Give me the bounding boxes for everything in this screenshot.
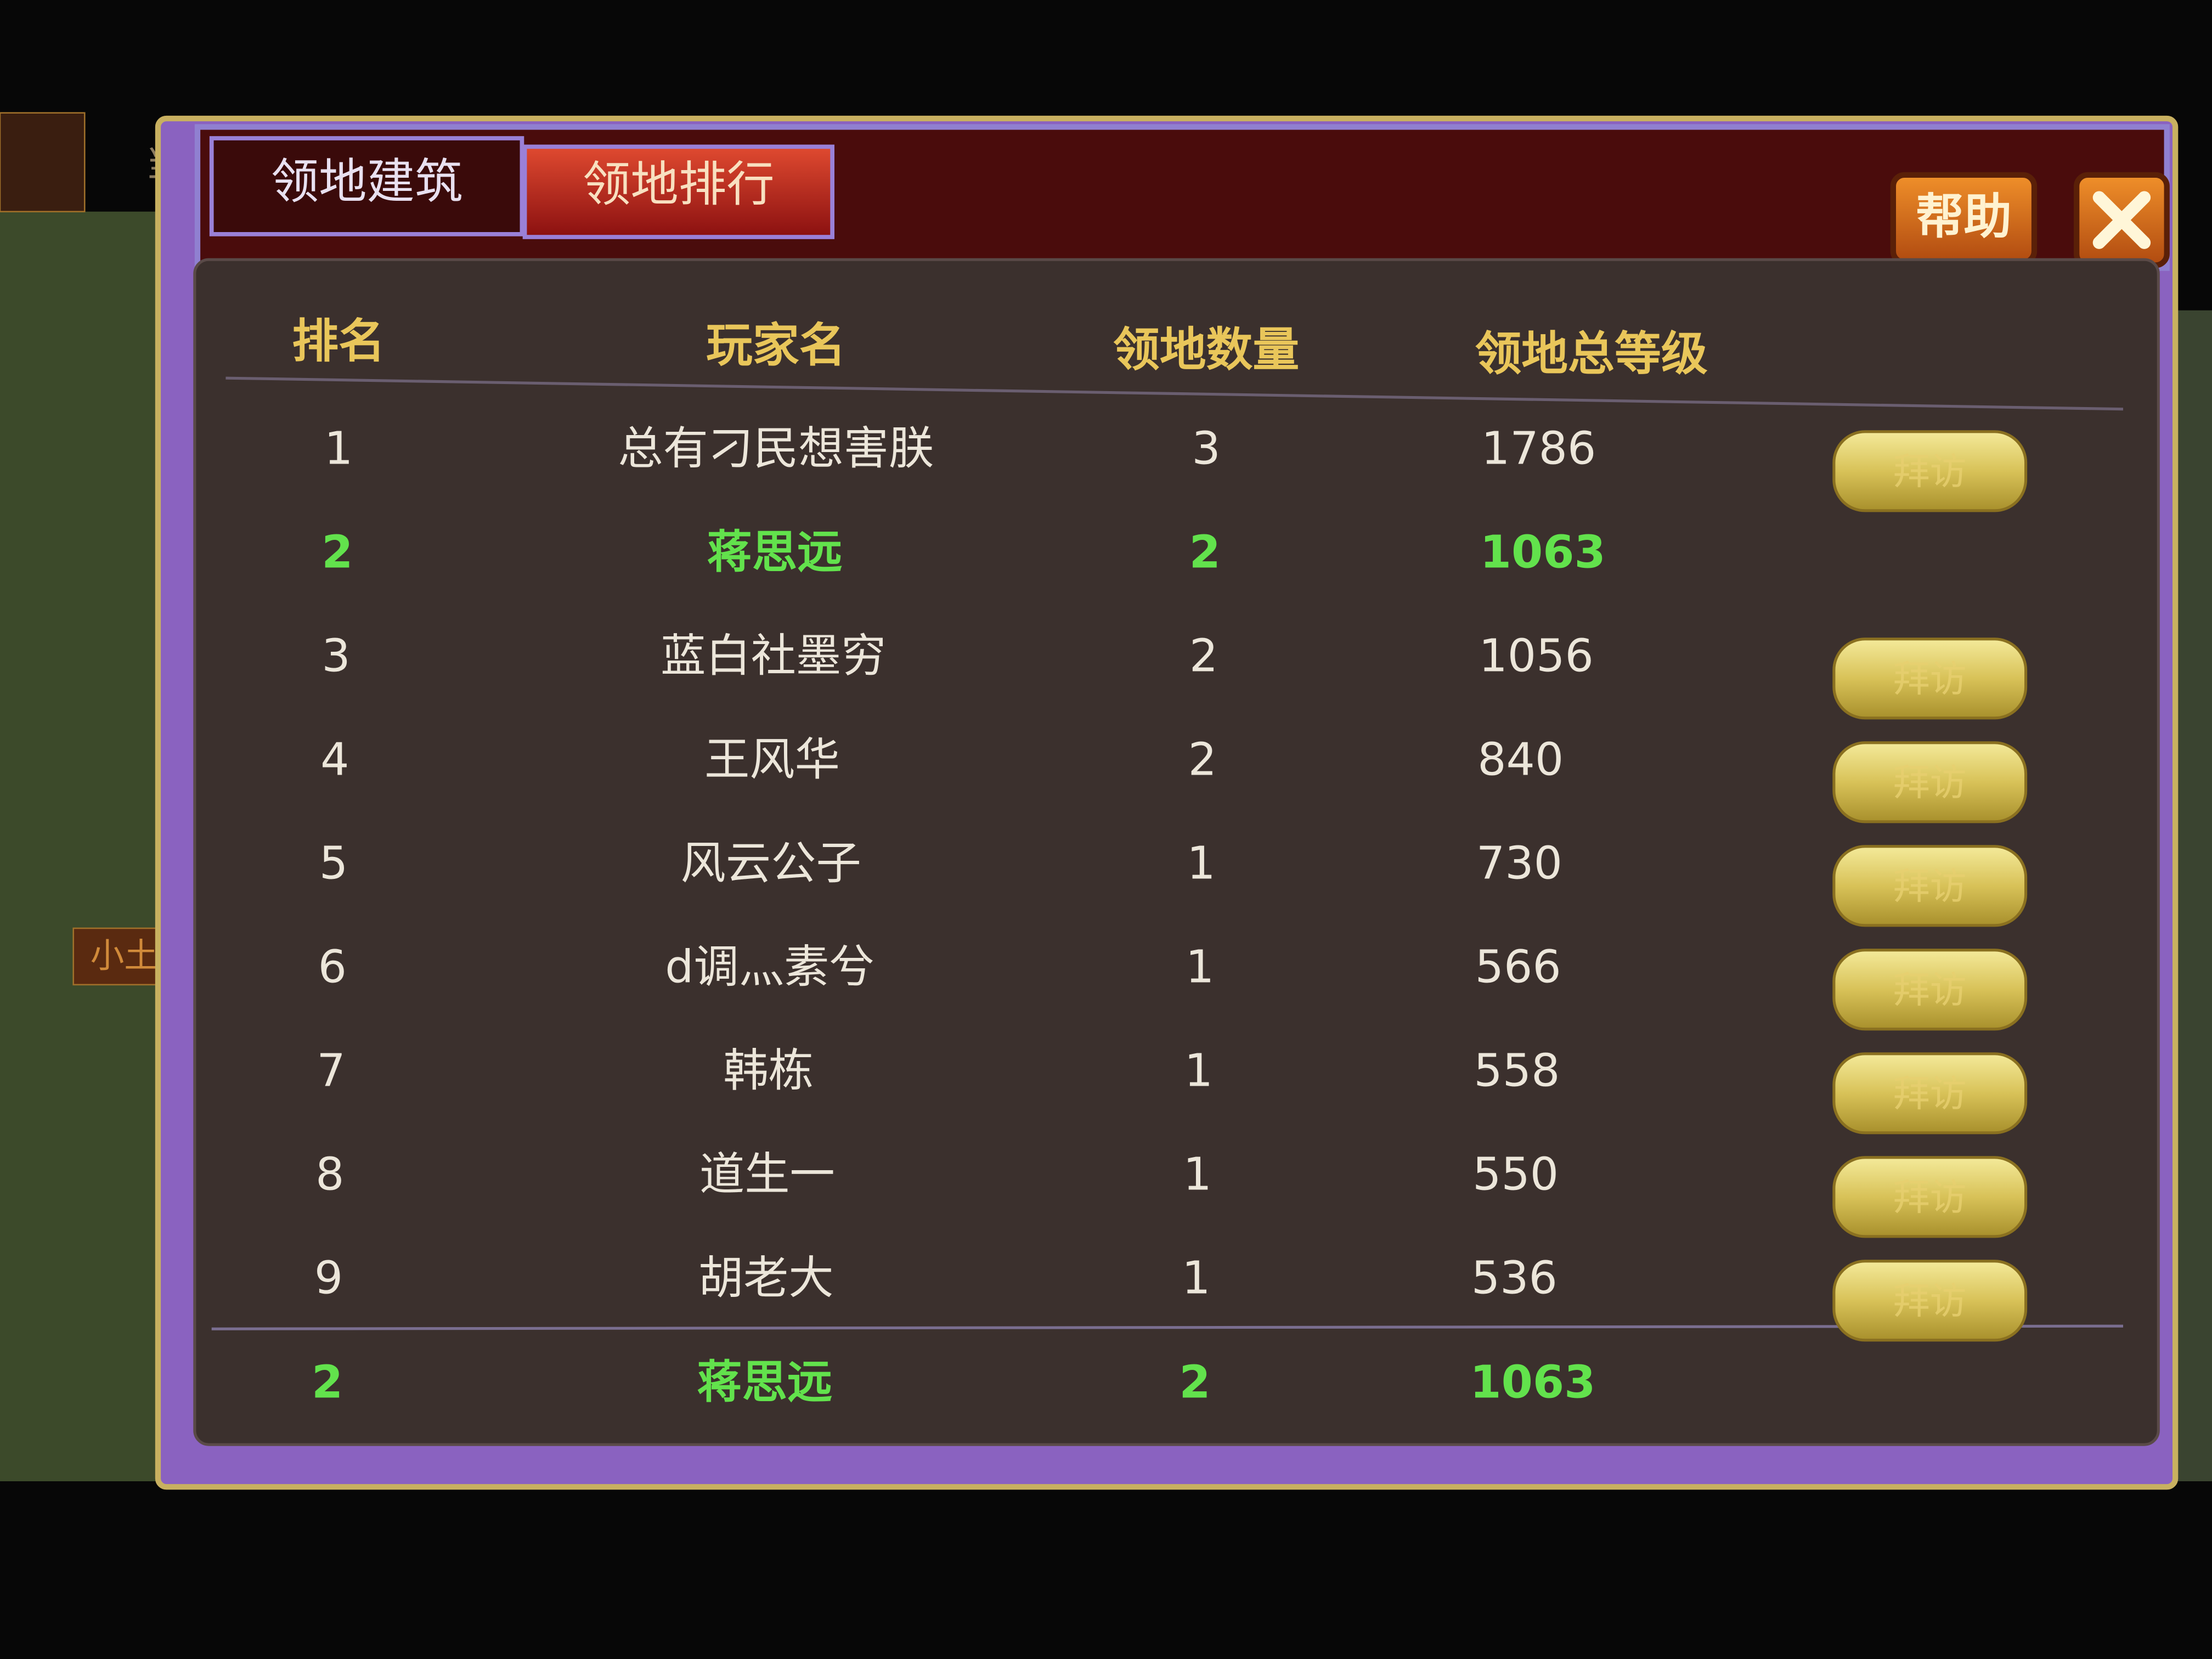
visit-button[interactable] [1832, 1052, 2028, 1135]
rank: 7 [317, 1045, 345, 1097]
tab-label: 领地建筑 [271, 154, 463, 210]
territory-level: 1056 [1479, 630, 1593, 682]
territory-level: 536 [1471, 1252, 1558, 1304]
visit-label: 拜访 [1893, 761, 1967, 804]
player-name: 蒋思远 [697, 1357, 832, 1409]
visit-button[interactable] [1832, 430, 2028, 512]
visit-label: 拜访 [1893, 969, 1967, 1012]
territory-level: 1786 [1481, 422, 1596, 475]
tab[interactable] [209, 136, 524, 236]
rank: 6 [318, 941, 347, 993]
territory-level: 566 [1475, 941, 1561, 993]
table-panel [193, 258, 2160, 1446]
visit-button[interactable] [1832, 741, 2028, 823]
visit-button[interactable] [1832, 845, 2028, 927]
visit-label: 拜访 [1893, 1176, 1967, 1219]
tab-label: 领地排行 [583, 156, 775, 212]
help-label: 帮助 [1916, 189, 2012, 245]
territory-level: 840 [1477, 733, 1564, 786]
player-name: 王风华 [704, 733, 840, 786]
territory-level: 558 [1474, 1045, 1560, 1097]
visit-label: 拜访 [1893, 658, 1967, 701]
rank: 2 [321, 526, 353, 578]
header-divider [225, 376, 2124, 411]
territory-count: 1 [1182, 1252, 1210, 1304]
player-name: 韩栋 [723, 1045, 814, 1097]
scene-right [2172, 310, 2212, 1481]
bg-label: 小土 [91, 936, 158, 975]
player-name: d调灬素兮 [665, 941, 874, 993]
territory-count: 3 [1192, 422, 1220, 475]
territory-count: 1 [1187, 837, 1215, 889]
tab-active[interactable] [522, 144, 834, 239]
territory-count: 1 [1184, 1045, 1213, 1097]
territory-count: 2 [1179, 1357, 1210, 1409]
territory-count: 2 [1189, 526, 1221, 578]
visit-label: 拜访 [1893, 1280, 1967, 1323]
rank: 9 [314, 1252, 343, 1304]
territory-level: 1063 [1480, 526, 1606, 578]
rank: 2 [312, 1357, 343, 1409]
player-name: 道生一 [699, 1148, 835, 1200]
territory-count: 1 [1186, 941, 1214, 993]
visit-label: 拜访 [1893, 865, 1967, 908]
rank: 5 [319, 837, 348, 889]
player-name: 风云公子 [681, 837, 861, 889]
player-name: 蓝白社墨穷 [661, 630, 886, 682]
visit-label: 拜访 [1893, 450, 1967, 493]
visit-button[interactable] [1832, 949, 2028, 1031]
rank: 1 [324, 422, 353, 475]
close-button[interactable] [2074, 172, 2170, 268]
territory-count: 2 [1188, 733, 1217, 786]
territory-level: 550 [1472, 1148, 1559, 1200]
visit-button[interactable] [1832, 1260, 2028, 1342]
territory-count: 2 [1189, 630, 1218, 682]
visit-button[interactable] [1832, 637, 2028, 720]
rank: 3 [321, 630, 350, 682]
visit-button[interactable] [1832, 1156, 2028, 1238]
rank: 4 [320, 733, 349, 786]
column-header: 领地总等级 [1475, 327, 1707, 381]
column-header: 排名 [292, 314, 385, 369]
column-header: 玩家名 [706, 319, 846, 373]
visit-label: 拜访 [1893, 1073, 1967, 1115]
rank: 8 [315, 1148, 344, 1200]
left-tab [0, 112, 86, 213]
player-name: 总有刁民想害朕 [618, 422, 934, 475]
player-name: 蒋思远 [707, 526, 843, 578]
footer-divider [211, 1324, 2124, 1330]
player-name: 胡老大 [698, 1252, 834, 1304]
close-icon [2092, 191, 2151, 249]
column-header: 领地数量 [1113, 323, 1299, 377]
territory-level: 730 [1476, 837, 1562, 889]
territory-count: 1 [1183, 1148, 1212, 1200]
territory-level: 1063 [1470, 1357, 1595, 1409]
